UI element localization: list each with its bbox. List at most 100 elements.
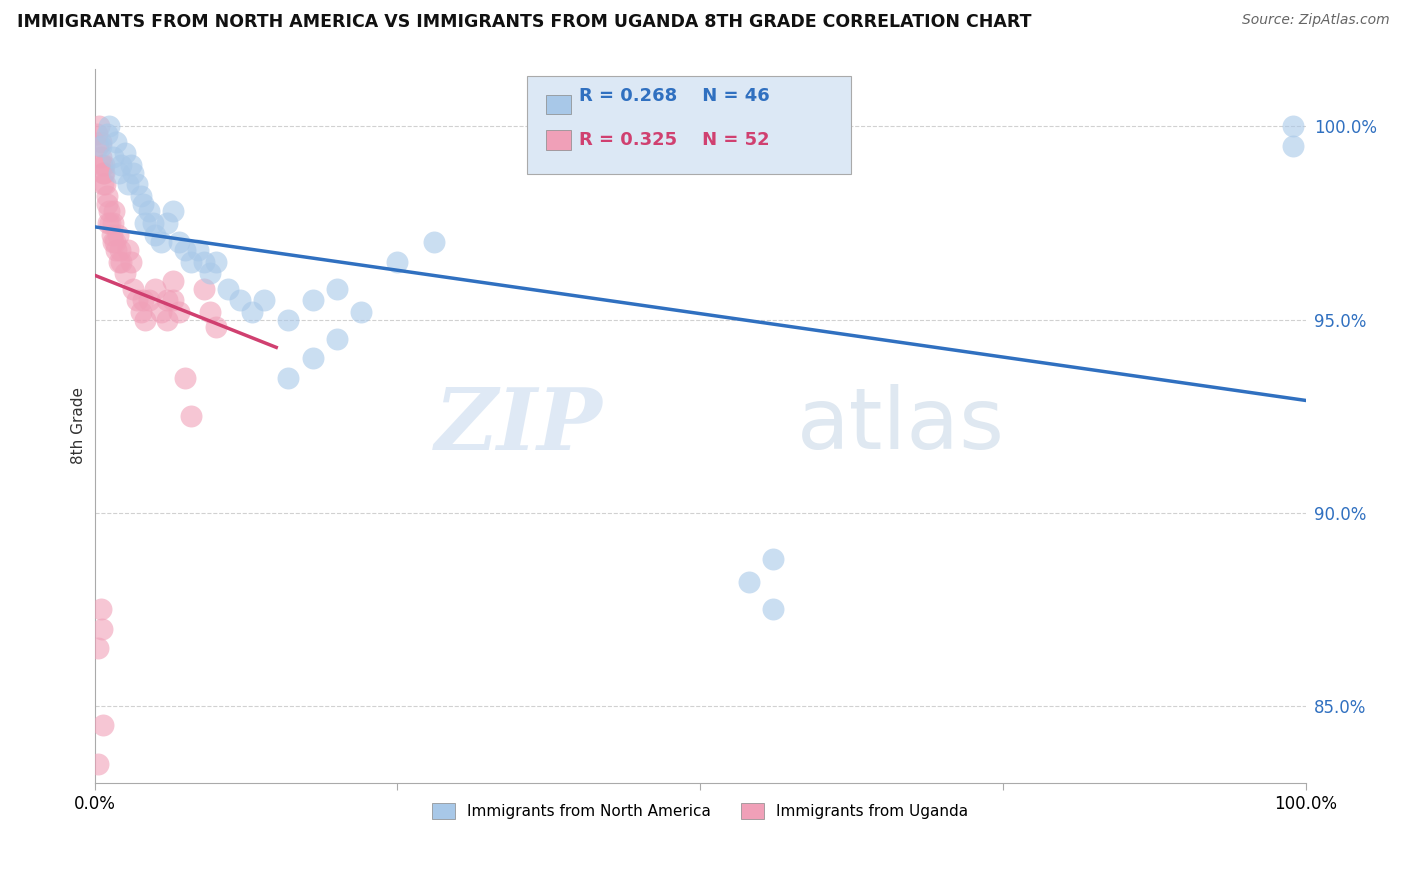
Point <box>326 332 349 346</box>
Point <box>240 305 263 319</box>
Point <box>94 178 117 192</box>
Point <box>96 196 118 211</box>
Point <box>114 266 136 280</box>
Point <box>100 227 122 242</box>
Text: IMMIGRANTS FROM NORTH AMERICA VS IMMIGRANTS FROM UGANDA 8TH GRADE CORRELATION CH: IMMIGRANTS FROM NORTH AMERICA VS IMMIGRA… <box>17 13 1032 31</box>
Point <box>253 293 276 308</box>
Point <box>301 351 323 366</box>
Point <box>107 227 129 242</box>
Point <box>125 293 148 308</box>
Point <box>122 282 145 296</box>
Text: ZIP: ZIP <box>436 384 603 467</box>
Point <box>93 158 115 172</box>
Point <box>110 254 132 268</box>
Point <box>143 282 166 296</box>
Point <box>98 216 121 230</box>
Point <box>326 282 349 296</box>
Point <box>143 227 166 242</box>
Point <box>198 266 221 280</box>
Point <box>186 243 208 257</box>
Point <box>90 158 112 172</box>
Point <box>91 178 114 192</box>
Point <box>134 312 156 326</box>
Point <box>107 166 129 180</box>
Point <box>277 370 299 384</box>
Point <box>93 166 115 180</box>
Point <box>1282 138 1305 153</box>
Point <box>737 575 759 590</box>
Point <box>129 189 152 203</box>
Point <box>204 320 226 334</box>
Point <box>422 235 444 250</box>
Point <box>387 254 409 268</box>
Point <box>198 305 221 319</box>
Point <box>162 274 184 288</box>
Point <box>86 127 108 141</box>
Point <box>96 189 118 203</box>
Point <box>87 756 110 771</box>
Point <box>103 204 125 219</box>
Point <box>114 146 136 161</box>
Point <box>90 622 112 636</box>
Point <box>132 196 155 211</box>
Point <box>101 150 124 164</box>
Point <box>87 138 110 153</box>
Point <box>174 243 197 257</box>
Point <box>110 158 132 172</box>
Point <box>169 235 191 250</box>
Point <box>96 127 118 141</box>
Point <box>180 409 202 424</box>
Point <box>98 204 121 219</box>
Point <box>89 120 111 134</box>
Text: R = 0.268    N = 46: R = 0.268 N = 46 <box>579 87 770 105</box>
Point <box>142 216 165 230</box>
Point <box>301 293 323 308</box>
Point <box>138 293 160 308</box>
Text: atlas: atlas <box>797 384 1005 467</box>
Point <box>138 204 160 219</box>
Point <box>217 282 239 296</box>
Point <box>107 254 129 268</box>
Point <box>120 158 142 172</box>
Point <box>101 216 124 230</box>
Point <box>108 243 131 257</box>
Point <box>105 243 128 257</box>
Point <box>277 312 299 326</box>
Point <box>169 305 191 319</box>
Point <box>125 178 148 192</box>
Point <box>90 150 112 164</box>
Point <box>350 305 373 319</box>
Point <box>174 370 197 384</box>
Legend: Immigrants from North America, Immigrants from Uganda: Immigrants from North America, Immigrant… <box>426 797 974 825</box>
Point <box>229 293 252 308</box>
Point <box>134 216 156 230</box>
Point <box>97 216 120 230</box>
Point <box>156 216 179 230</box>
Point <box>101 235 124 250</box>
Point <box>129 305 152 319</box>
Point <box>105 135 128 149</box>
Point <box>117 178 139 192</box>
Point <box>150 305 173 319</box>
Point <box>162 293 184 308</box>
Point <box>91 718 114 732</box>
Point <box>87 640 110 655</box>
Text: R = 0.325    N = 52: R = 0.325 N = 52 <box>579 131 770 149</box>
Point <box>762 552 785 566</box>
Point <box>91 166 114 180</box>
Point <box>150 235 173 250</box>
Point <box>120 254 142 268</box>
Point <box>162 204 184 219</box>
Y-axis label: 8th Grade: 8th Grade <box>72 387 86 464</box>
Point <box>204 254 226 268</box>
Point <box>104 235 127 250</box>
Point <box>193 282 215 296</box>
Point <box>90 138 112 153</box>
Point <box>762 602 785 616</box>
Point <box>122 166 145 180</box>
Point <box>156 312 179 326</box>
Point <box>1282 120 1305 134</box>
Point <box>180 254 202 268</box>
Point <box>193 254 215 268</box>
Point <box>98 120 121 134</box>
